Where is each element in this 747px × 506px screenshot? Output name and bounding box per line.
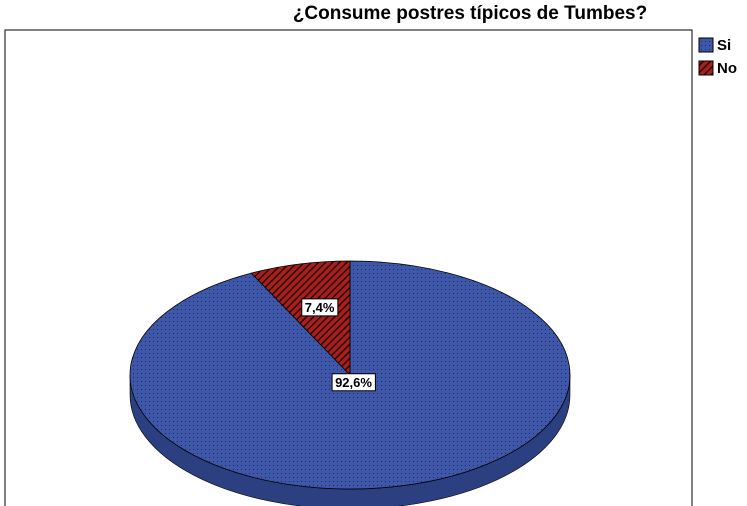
label-box: [301, 298, 339, 317]
legend-label: No: [717, 60, 737, 77]
slice: [250, 260, 351, 376]
chart-title: ¿Consume postres típicos de Tumbes?: [293, 3, 647, 24]
data-label: 92,6%: [335, 375, 372, 390]
legend-swatch: [698, 60, 714, 76]
data-label: 7,4%: [305, 300, 335, 315]
label-box: [331, 373, 376, 392]
legend-swatch: [698, 37, 714, 53]
legend-label: Si: [717, 37, 731, 54]
